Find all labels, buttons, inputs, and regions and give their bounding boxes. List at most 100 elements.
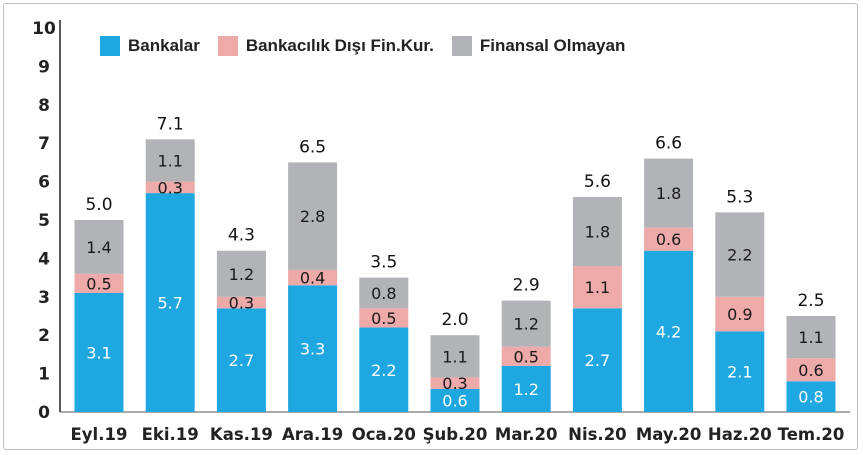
legend-label: Bankacılık Dışı Fin.Kur. [245, 36, 434, 55]
bar-value-label: 3.3 [300, 340, 325, 359]
legend-swatch [451, 36, 472, 56]
bar-total-label: 5.3 [726, 187, 753, 207]
chart-frame [3, 3, 858, 450]
bar-value-label: 0.5 [371, 309, 396, 328]
y-tick-label: 0 [38, 403, 50, 423]
bar-value-label: 2.1 [727, 363, 752, 382]
bar-total-label: 6.5 [299, 137, 326, 157]
x-tick-label: Oca.20 [352, 425, 416, 444]
bar-value-label: 1.8 [656, 184, 681, 203]
bar-value-label: 0.6 [656, 230, 681, 249]
bar-total-label: 3.5 [370, 253, 397, 273]
bar-value-label: 0.4 [300, 269, 325, 288]
bar-segment [501, 365, 551, 412]
bar-value-label: 1.1 [157, 151, 182, 170]
bar-value-label: 2.2 [727, 246, 752, 265]
bar-total-label: 4.3 [228, 226, 255, 246]
bar-segment [715, 296, 765, 332]
y-tick-label: 4 [38, 249, 50, 269]
bar-value-label: 0.3 [229, 294, 254, 313]
bar-segment [216, 308, 266, 412]
bar-segment [145, 181, 195, 194]
bar-segment [786, 358, 836, 382]
bar-value-label: 0.8 [798, 388, 823, 407]
legend-item: Bankalar [100, 36, 200, 56]
bar-segment [288, 269, 338, 286]
bar-value-label: 2.7 [585, 351, 610, 370]
bar-value-label: 4.2 [656, 322, 681, 341]
bar-segment [572, 196, 622, 267]
bar-segment [644, 227, 694, 251]
bar-segment [145, 193, 195, 412]
bar-value-label: 3.1 [86, 343, 111, 362]
bar-segment [644, 250, 694, 412]
bar-value-label: 2.2 [371, 361, 396, 380]
bar-value-label: 0.5 [86, 274, 111, 293]
legend-label: Finansal Olmayan [479, 36, 626, 55]
bar-segment [715, 331, 765, 412]
x-tick-label: Nis.20 [568, 425, 627, 444]
y-tick-label: 9 [38, 57, 50, 77]
bar-segment [572, 308, 622, 412]
x-tick-label: Tem.20 [778, 425, 845, 444]
bar-value-label: 1.1 [585, 278, 610, 297]
bar-total-label: 2.0 [441, 310, 468, 330]
bar-segment [359, 277, 409, 309]
bar-segment [430, 388, 480, 412]
bar-segment [786, 316, 836, 359]
bar-value-label: 0.8 [371, 284, 396, 303]
bar-segment [430, 377, 480, 389]
bar-segment [216, 250, 266, 297]
bar-value-label: 0.6 [442, 391, 467, 410]
bar-value-label: 0.3 [157, 178, 182, 197]
bar-value-label: 1.1 [442, 347, 467, 366]
x-tick-label: Ara.19 [282, 425, 343, 444]
bar-segment [74, 220, 124, 274]
bar-segment [359, 308, 409, 328]
y-tick-label: 10 [32, 19, 56, 39]
bar-segment [359, 327, 409, 412]
bar-value-label: 0.3 [442, 374, 467, 393]
bar-value-label: 1.2 [229, 265, 254, 284]
bar-segment [501, 346, 551, 366]
bar-segment [572, 266, 622, 309]
bar-segment [74, 292, 124, 412]
y-tick-label: 5 [38, 211, 50, 231]
legend-swatch [100, 36, 120, 56]
x-tick-label: Eki.19 [142, 425, 199, 444]
bar-total-label: 2.9 [513, 276, 540, 296]
x-tick-label: Eyl.19 [71, 425, 128, 444]
bar-segment [786, 381, 836, 412]
bar-value-label: 0.5 [513, 347, 538, 366]
bar-total-label: 5.6 [584, 172, 611, 192]
x-tick-label: May.20 [636, 425, 702, 444]
bar-value-label: 0.9 [727, 305, 752, 324]
x-tick-label: Şub.20 [423, 425, 488, 444]
bar-total-label: 7.1 [157, 114, 184, 134]
bar-value-label: 2.8 [300, 207, 325, 226]
bar-segment [501, 300, 551, 347]
bar-total-label: 5.0 [85, 195, 112, 215]
chart-legend: Bankalar Bankacılık Dışı Fin.Kur. Finansal… [100, 36, 625, 56]
x-tick-label: Kas.19 [210, 425, 273, 444]
bar-segment [644, 158, 694, 228]
bar-segment [430, 335, 480, 378]
legend-item: Finansal Olmayan [451, 36, 626, 56]
legend-swatch [217, 36, 238, 56]
bar-value-label: 0.6 [798, 361, 823, 380]
bar-segment [74, 273, 124, 293]
x-tick-label: Haz.20 [708, 425, 772, 444]
bar-segment [288, 285, 338, 412]
y-tick-label: 1 [38, 365, 50, 385]
bar-segment [145, 139, 195, 182]
y-tick-label: 8 [38, 96, 50, 116]
legend-item: Bankacılık Dışı Fin.Kur. [217, 36, 434, 56]
bar-total-label: 6.6 [655, 134, 682, 154]
bar-value-label: 1.8 [585, 223, 610, 242]
bar-segment [288, 162, 338, 270]
bar-value-label: 1.1 [798, 328, 823, 347]
y-tick-label: 6 [38, 173, 50, 193]
bar-value-label: 5.7 [157, 294, 182, 313]
bar-value-label: 1.4 [86, 238, 111, 257]
